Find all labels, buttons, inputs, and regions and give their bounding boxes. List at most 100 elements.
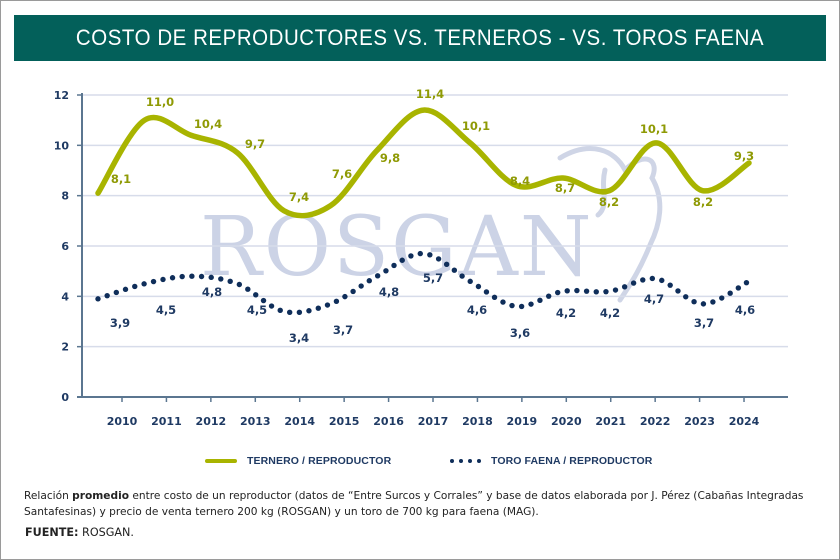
legend-swatch-dots [450,459,481,463]
toro-value-label: 3,4 [289,331,309,345]
chart-title: COSTO DE REPRODUCTORES VS. TERNEROS - VS… [75,25,765,50]
toro-dot [719,295,725,301]
toro-dot [451,267,458,273]
toro-dot [198,273,205,280]
ternero-value-label: 9,3 [734,149,754,163]
toro-dot [667,282,673,288]
toro-value-label: 3,7 [694,316,714,330]
toro-dot [691,299,697,305]
toro-dot [593,289,599,295]
toro-dot [366,278,372,284]
toro-dot [286,309,293,316]
legend-item-toro: TORO FAENA / REPRODUCTOR [450,455,652,467]
toro-dot [743,279,750,286]
toro-dot [227,278,233,284]
toro-dot [683,294,689,300]
toro-value-label: 3,9 [110,316,130,330]
toro-dot [391,262,397,269]
toro-dot [700,301,707,307]
toro-dot [427,252,433,258]
toro-dot [417,250,423,257]
toro-dot [358,283,364,289]
toro-dot [208,274,214,281]
ternero-value-label: 8,1 [111,172,131,186]
toro-dot [528,301,534,307]
ternero-value-label: 7,4 [289,190,309,204]
toro-dot [245,286,251,292]
toro-dot [509,302,515,309]
ternero-value-label: 11,4 [416,87,444,101]
ternero-value-label: 8,2 [693,195,713,209]
y-tick-label: 4 [61,290,69,303]
toro-dot [189,273,195,279]
title-bar: COSTO DE REPRODUCTORES VS. TERNEROS - VS… [14,15,826,61]
x-tick-label: 2024 [729,415,760,428]
toro-dot [621,284,628,290]
ternero-value-label: 10,1 [640,122,668,136]
data-labels: 8,1 11,0 10,4 9,7 7,4 7,6 9,8 11,4 10,1 8,4 8,7 8,2… [110,87,755,345]
x-tick-label: 2017 [418,415,449,428]
toro-dot [104,292,110,299]
toro-dot [253,292,259,298]
y-tick-label: 8 [61,190,69,203]
ternero-value-label: 11,0 [146,95,174,109]
footnote-bold: promedio [72,490,129,502]
toro-dot [467,278,473,285]
toro-dot [603,288,609,295]
toro-dot [564,288,570,294]
toro-dot [500,299,506,305]
ternero-line [95,107,752,219]
source-line: FUENTE: ROSGAN. [25,526,134,539]
source-label: FUENTE: [25,526,79,539]
toro-dot [160,276,166,283]
toro-value-label: 4,5 [156,303,176,317]
ternero-value-label: 10,4 [194,117,222,131]
toro-dot [735,285,742,291]
x-tick-label: 2021 [595,415,626,428]
toro-dot [649,275,656,282]
legend: TERNERO / REPRODUCTOR TORO FAENA / REPRO… [0,455,840,471]
ternero-value-label: 9,8 [380,151,400,165]
series-ternero [95,107,752,219]
x-tick-label: 2023 [684,415,715,428]
toro-dot [169,275,176,281]
toro-dot [277,307,283,314]
toro-dot [443,261,450,268]
toro-value-label: 3,7 [333,323,353,337]
toro-dot [236,281,243,288]
toro-dot [268,303,275,309]
toro-value-label: 4,8 [202,285,222,299]
toro-dot [179,273,185,280]
source-value: ROSGAN. [78,526,134,539]
toro-value-label: 4,2 [556,306,576,320]
toro-dot [350,288,356,295]
toro-value-label: 4,5 [247,303,267,317]
toro-dot [296,309,303,315]
ternero-value-label: 7,6 [332,167,352,181]
rosgan-watermark: ROSGAN [200,200,594,295]
toro-dot [324,302,331,308]
y-tick-label: 0 [61,391,69,404]
x-tick-label: 2012 [196,415,227,428]
footnote: Relación promedio entre costo de un repr… [24,488,824,520]
ternero-value-label: 8,2 [599,195,619,209]
footnote-prefix: Relación [24,490,73,502]
legend-label-ternero: TERNERO / REPRODUCTOR [247,455,392,467]
toro-dot [374,273,381,279]
toro-dot [583,288,590,294]
ternero-value-label: 8,7 [555,181,575,195]
toro-dot [383,268,389,274]
grid-lines [82,94,788,348]
toro-value-label: 4,7 [644,292,664,306]
toro-value-label: 3,6 [510,326,530,340]
x-tick-label: 2020 [551,415,582,428]
toro-dot [342,293,348,300]
toro-dot [218,276,224,282]
x-tick-label: 2011 [151,415,182,428]
toro-dot [132,283,138,290]
toro-dot [491,294,498,301]
toro-dot [150,278,157,285]
series-toro [95,250,750,316]
